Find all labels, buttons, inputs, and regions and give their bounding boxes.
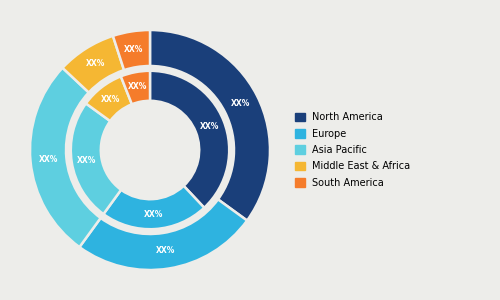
Wedge shape — [121, 71, 150, 104]
Wedge shape — [62, 36, 124, 92]
Wedge shape — [80, 200, 247, 270]
Text: XX%: XX% — [156, 246, 176, 255]
Text: XX%: XX% — [144, 210, 164, 219]
Wedge shape — [104, 186, 204, 229]
Legend: North America, Europe, Asia Pacific, Middle East & Africa, South America: North America, Europe, Asia Pacific, Mid… — [295, 112, 410, 188]
Text: XX%: XX% — [77, 155, 96, 164]
Text: XX%: XX% — [39, 155, 58, 164]
Wedge shape — [71, 103, 121, 214]
Text: XX%: XX% — [231, 99, 250, 108]
Text: XX%: XX% — [128, 82, 148, 91]
Text: XX%: XX% — [124, 45, 144, 54]
Text: XX%: XX% — [86, 59, 105, 68]
Wedge shape — [150, 30, 270, 220]
Wedge shape — [150, 71, 229, 208]
Wedge shape — [86, 76, 132, 121]
Text: XX%: XX% — [200, 122, 220, 131]
Wedge shape — [113, 30, 150, 70]
Wedge shape — [30, 68, 100, 247]
Text: XX%: XX% — [101, 95, 120, 104]
